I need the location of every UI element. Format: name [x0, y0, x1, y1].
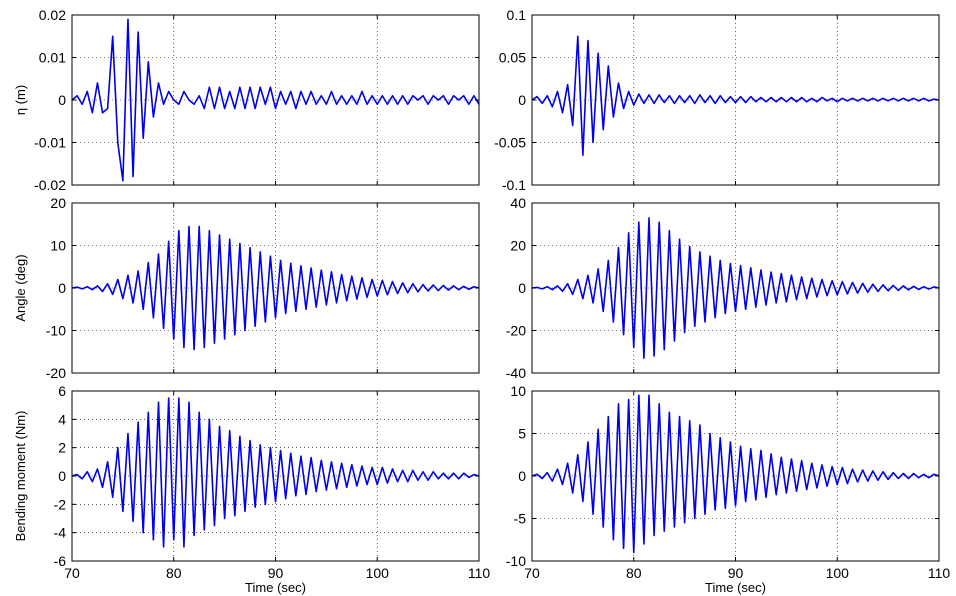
x-axis-label-bottom-right: Time (sec) [705, 580, 766, 595]
y-tick-label: 20 [510, 238, 526, 254]
y-tick-label: 0.02 [39, 7, 66, 23]
series-line-bottom-right [531, 394, 940, 554]
y-axis-label-top-left: η (m) [13, 85, 28, 115]
x-tick-label: 70 [64, 565, 80, 581]
y-tick-label: 0 [518, 92, 526, 108]
series-line-top-left [71, 18, 480, 182]
y-tick-label: -0.01 [34, 135, 66, 151]
panel-middle-right: -40 -20 0 20 40 [506, 195, 940, 381]
y-tick-label: -4 [54, 525, 67, 541]
x-tick-label: 70 [524, 565, 540, 581]
y-tick-label: 0 [58, 92, 66, 108]
series-line-bottom-left [71, 397, 480, 548]
y-tick-label: 0 [58, 280, 66, 296]
y-axis-label-bottom-left: Bending moment (Nm) [13, 411, 28, 542]
y-tick-label: 0.05 [499, 50, 526, 66]
x-tick-label: 110 [928, 565, 951, 581]
y-tick-label: 6 [58, 383, 66, 399]
y-tick-label: -40 [506, 365, 526, 381]
y-tick-label: 20 [50, 195, 66, 211]
y-axis-label-middle-left: Angle (deg) [13, 254, 28, 321]
y-tick-label: -0.02 [34, 177, 66, 193]
y-tick-label: 10 [50, 238, 66, 254]
y-tick-label: 0 [518, 280, 526, 296]
x-tick-label: 90 [728, 565, 744, 581]
y-tick-label: -2 [54, 496, 67, 512]
panel-top-left: -0.02 -0.01 0 0.01 0.02 η (m) [13, 7, 480, 193]
x-tick-label: 90 [268, 565, 284, 581]
y-tick-label: -20 [46, 365, 66, 381]
y-tick-label: -0.05 [494, 135, 526, 151]
panel-middle-left: -20 -10 0 10 20 Angle (deg) [13, 195, 480, 381]
panel-bottom-right: -10 -5 0 5 10 70 80 90 100 110 Time (sec) [506, 383, 951, 595]
y-tick-label: -20 [506, 323, 526, 339]
y-tick-label: -10 [506, 553, 526, 569]
y-tick-label: -10 [46, 323, 66, 339]
series-line-middle-right [531, 217, 940, 359]
y-tick-label: 0.1 [507, 7, 527, 23]
x-tick-label: 100 [366, 565, 390, 581]
x-axis-label-bottom-left: Time (sec) [245, 580, 306, 595]
series-line-top-right [531, 35, 940, 157]
y-tick-label: -5 [514, 511, 527, 527]
y-tick-label: 0.01 [39, 50, 66, 66]
x-tick-label: 80 [626, 565, 642, 581]
y-tick-label: 0 [518, 468, 526, 484]
y-tick-label: 4 [58, 411, 66, 427]
series-line-middle-left [71, 225, 480, 351]
x-tick-label: 110 [468, 565, 491, 581]
panel-top-right: -0.1 -0.05 0 0.05 0.1 [494, 7, 940, 193]
y-tick-label: 0 [58, 468, 66, 484]
y-tick-label: 5 [518, 426, 526, 442]
y-tick-label: 2 [58, 440, 66, 456]
y-tick-label: -6 [54, 553, 67, 569]
y-tick-label: 10 [510, 383, 526, 399]
x-tick-label: 100 [826, 565, 850, 581]
x-tick-label: 80 [166, 565, 182, 581]
panel-bottom-left: -6 -4 -2 0 2 4 6 70 80 90 100 110 Bending moment (Nm… [13, 383, 490, 595]
y-tick-label: 40 [510, 195, 526, 211]
y-tick-label: -0.1 [502, 177, 526, 193]
plot-panels: -0.02 -0.01 0 0.01 0.02 η (m) -0.1 -0.05 0 0.05 0.… [13, 7, 950, 595]
